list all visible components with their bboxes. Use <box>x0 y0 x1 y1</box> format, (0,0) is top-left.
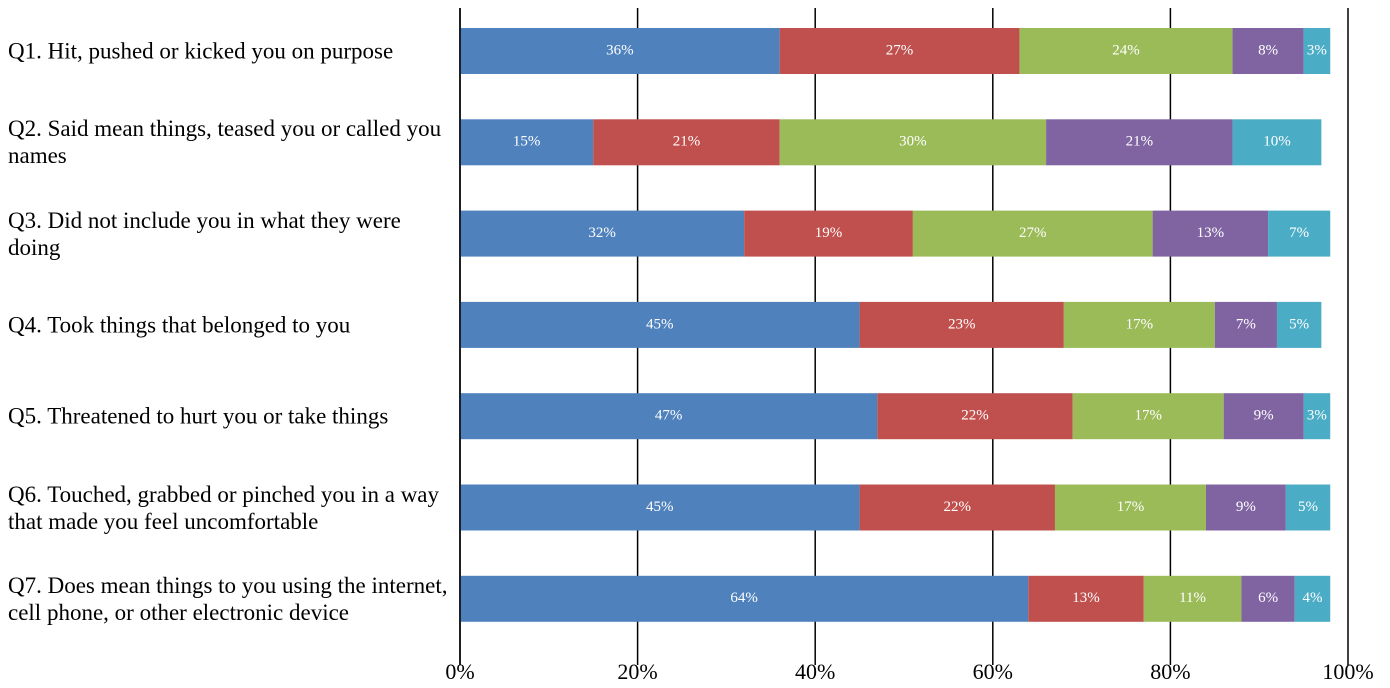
data-label: 15% <box>513 134 541 150</box>
bar-segment <box>1232 119 1322 166</box>
data-label: 17% <box>1134 408 1162 424</box>
bar-segment <box>1152 210 1269 257</box>
data-label: 3% <box>1307 408 1327 424</box>
bar-segment <box>912 210 1153 257</box>
bar-segment <box>460 210 745 257</box>
data-label: 24% <box>1112 42 1140 58</box>
bar-segment <box>1054 484 1206 531</box>
data-label: 10% <box>1263 134 1291 150</box>
data-label: 30% <box>899 134 927 150</box>
x-tick-label: 80% <box>1150 659 1190 684</box>
data-label: 22% <box>961 408 989 424</box>
data-label: 45% <box>646 499 674 515</box>
data-label: 47% <box>655 408 683 424</box>
category-label: Q6. Touched, grabbed or pinched you in a… <box>8 481 440 534</box>
bar-segment <box>1214 301 1277 348</box>
bar-segment <box>1223 393 1304 440</box>
x-tick-label: 100% <box>1322 659 1373 684</box>
data-label: 3% <box>1307 42 1327 58</box>
bar-segment <box>1072 393 1224 440</box>
bar-segment <box>744 210 913 257</box>
bar-segment <box>1276 301 1322 348</box>
bar-segment <box>460 119 594 166</box>
data-label: 9% <box>1254 408 1274 424</box>
bar-segment <box>460 575 1029 622</box>
bar-segment <box>1232 28 1304 74</box>
data-label: 6% <box>1258 590 1278 606</box>
data-label: 17% <box>1126 316 1154 332</box>
bar-segment <box>1019 28 1233 74</box>
data-label: 7% <box>1236 316 1256 332</box>
data-label: 64% <box>730 590 758 606</box>
bar-segment <box>1303 393 1331 440</box>
data-label: 13% <box>1197 225 1225 241</box>
data-label: 27% <box>1019 225 1047 241</box>
category-label: Q7. Does mean things to you using the in… <box>8 572 448 625</box>
category-label: Q5. Threatened to hurt you or take thing… <box>8 403 389 429</box>
data-label: 32% <box>588 225 616 241</box>
bar-segment <box>859 484 1055 531</box>
category-label: Q1. Hit, pushed or kicked you on purpose <box>8 38 394 64</box>
data-label: 21% <box>1126 134 1154 150</box>
bar-segment <box>1063 301 1215 348</box>
category-label: Q3. Did not include you in what they wer… <box>8 207 401 260</box>
bar-segment <box>460 301 860 348</box>
data-label: 21% <box>673 134 701 150</box>
data-label: 4% <box>1302 590 1322 606</box>
data-label: 36% <box>606 42 634 58</box>
bar-segment <box>460 28 780 74</box>
bar-segment <box>779 119 1047 166</box>
bar-segment <box>1268 210 1331 257</box>
data-label: 22% <box>944 499 972 515</box>
data-label: 17% <box>1117 499 1145 515</box>
bar-segment <box>1303 28 1331 74</box>
bar-segment <box>593 119 780 166</box>
data-label: 11% <box>1179 590 1206 606</box>
data-label: 5% <box>1298 499 1318 515</box>
bar-segment <box>1028 575 1144 622</box>
category-label: Q2. Said mean things, teased you or call… <box>8 116 442 169</box>
data-label: 23% <box>948 316 976 332</box>
data-label: 7% <box>1289 225 1309 241</box>
data-label: 27% <box>886 42 914 58</box>
category-label: Q4. Took things that belonged to you <box>8 312 351 338</box>
bar-segment <box>1205 484 1286 531</box>
x-tick-label: 60% <box>973 659 1013 684</box>
data-label: 9% <box>1236 499 1256 515</box>
x-tick-label: 20% <box>617 659 657 684</box>
bar-segment <box>460 393 878 440</box>
bar-segment <box>859 301 1064 348</box>
x-tick-label: 40% <box>795 659 835 684</box>
data-label: 45% <box>646 316 674 332</box>
bar-segment <box>877 393 1073 440</box>
bar-segment <box>460 484 860 531</box>
bar-segment <box>1241 575 1295 622</box>
bar-segment <box>1143 575 1242 622</box>
bar-segment <box>1294 575 1331 622</box>
bar-segment <box>779 28 1020 74</box>
data-label: 5% <box>1289 316 1309 332</box>
bar-segment <box>1046 119 1233 166</box>
data-label: 8% <box>1258 42 1278 58</box>
data-label: 13% <box>1072 590 1100 606</box>
data-label: 19% <box>815 225 843 241</box>
bar-segment <box>1285 484 1331 531</box>
